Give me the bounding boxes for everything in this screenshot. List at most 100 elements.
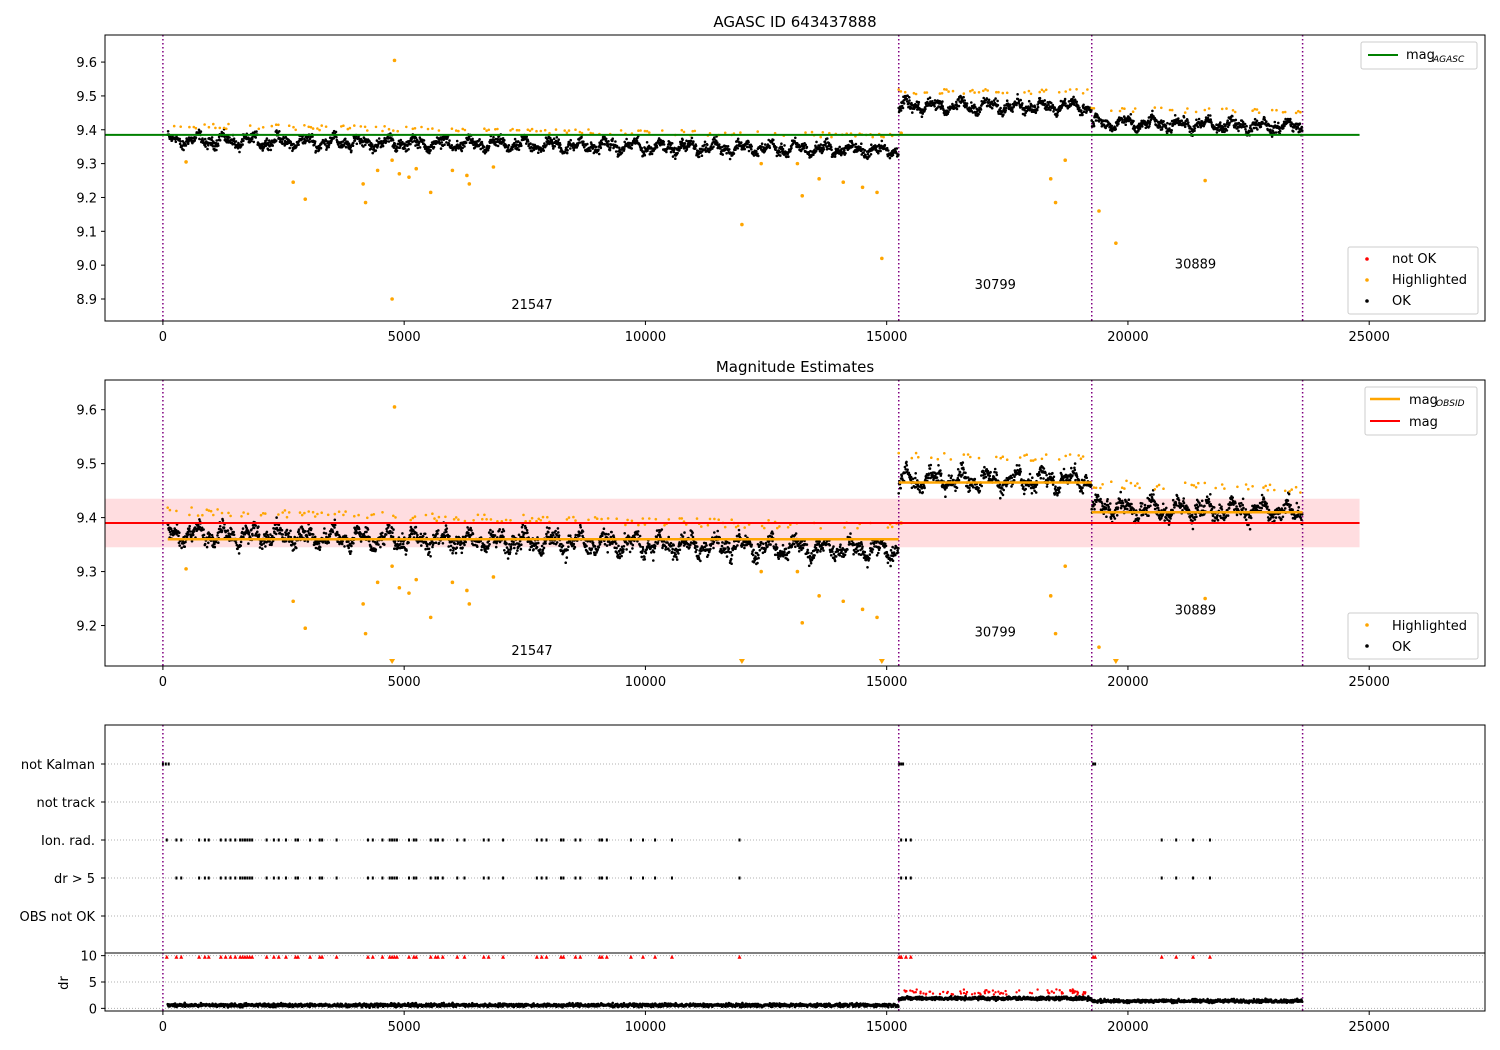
flag-point <box>1192 876 1195 880</box>
highlighted-point <box>841 180 846 185</box>
dr-offscale-marker <box>641 954 646 959</box>
highlighted-point <box>875 190 879 195</box>
dr-offscale-marker <box>435 954 440 959</box>
flag-point <box>243 838 246 842</box>
flag-point <box>388 876 391 880</box>
dr-offscale-marker <box>218 954 223 959</box>
y-tick-label: 9.6 <box>76 56 97 71</box>
flag-point <box>265 876 268 880</box>
obsid-label: 21547 <box>511 298 552 313</box>
flag-point <box>415 876 418 880</box>
dr-offscale-marker <box>501 954 506 959</box>
x-tick-label: 20000 <box>1107 1020 1148 1035</box>
flag-point <box>436 876 439 880</box>
y-tick-label: 9.2 <box>76 191 97 206</box>
panel-3-frame <box>104 724 1486 1012</box>
flag-point <box>502 876 505 880</box>
flag-point <box>203 876 206 880</box>
legend-ok-label: OK <box>1392 294 1411 309</box>
highlighted-point <box>1053 200 1058 205</box>
flag-point <box>487 838 490 842</box>
dr-offscale-marker <box>296 954 301 959</box>
flag-point <box>241 876 244 880</box>
flag-point <box>909 876 912 880</box>
legend-highlighted-label: Highlighted <box>1392 273 1467 288</box>
flag-point <box>366 876 369 880</box>
flag-point <box>429 838 432 842</box>
flag-point <box>265 838 268 842</box>
flag-point <box>241 838 244 842</box>
dr-not-ok-points <box>903 988 1087 996</box>
flag-point <box>198 838 201 842</box>
dr-offscale-marker <box>370 954 375 959</box>
obsid-label: 21547 <box>511 644 552 659</box>
highlighted-point <box>407 591 411 595</box>
flag-point <box>502 838 505 842</box>
dr-offscale-marker <box>308 954 313 959</box>
flag-point <box>297 876 300 880</box>
flag-point <box>909 838 912 842</box>
offscale-marker <box>1112 659 1119 664</box>
dr-offscale-marker <box>197 954 202 959</box>
dr-offscale-marker <box>202 954 207 959</box>
highlighted-point <box>759 161 764 166</box>
dr-offscale-marker <box>276 954 281 959</box>
flag-point <box>381 876 384 880</box>
dr-offscale-marker <box>737 954 742 959</box>
flag-point <box>412 876 415 880</box>
dr-offscale-marker <box>908 954 913 959</box>
highlighted-point <box>467 602 472 606</box>
flag-point <box>559 876 562 880</box>
flag-point <box>203 838 206 842</box>
panel-2-legend-bottom: Highlighted OK <box>1347 612 1479 660</box>
x-tick-label: 10000 <box>625 330 666 345</box>
flag-point <box>167 762 170 766</box>
highlighted-point <box>491 165 496 169</box>
dr-offscale-marker <box>223 954 228 959</box>
dr-offscale-marker <box>899 954 904 959</box>
flag-point <box>371 876 374 880</box>
highlighted-point <box>1063 564 1068 568</box>
highlighted-point <box>397 585 402 590</box>
x-tick-label: 20000 <box>1107 675 1148 690</box>
panel-1-frame <box>104 34 1486 322</box>
highlighted-point <box>1203 178 1207 183</box>
ok-points <box>166 93 1304 161</box>
dr-tick-label: 0 <box>89 1002 97 1017</box>
flag-point <box>371 838 374 842</box>
dr-offscale-marker <box>264 954 269 959</box>
flag-point <box>535 876 538 880</box>
obsid-label: 30889 <box>1175 258 1216 273</box>
flag-point <box>654 838 657 842</box>
flag-point <box>605 876 608 880</box>
flag-point <box>395 838 398 842</box>
flag-point <box>219 838 222 842</box>
flag-point <box>412 838 415 842</box>
flag-point <box>407 876 410 880</box>
dr-offscale-marker <box>365 954 370 959</box>
panel-2-plot-area: 21547 30799 30889 <box>105 380 1360 666</box>
x-tick-label: 15000 <box>866 1020 907 1035</box>
dr-offscale-marker <box>164 954 169 959</box>
legend-not-ok-label: not OK <box>1392 252 1437 267</box>
x-tick-label: 5000 <box>388 330 421 345</box>
offscale-marker <box>738 659 745 664</box>
highlighted-point <box>392 58 397 63</box>
flag-point <box>904 838 907 842</box>
highlighted-point <box>795 161 800 166</box>
flag-point <box>393 838 396 842</box>
flag-point <box>391 876 394 880</box>
panel-2-title: Magnitude Estimates <box>716 358 874 376</box>
highlighted-point <box>467 182 472 186</box>
flag-point <box>1208 838 1211 842</box>
dr-offscale-marker <box>462 954 467 959</box>
flag-point <box>482 838 485 842</box>
flag-point <box>284 876 287 880</box>
flag-point <box>239 838 242 842</box>
flag-point <box>180 838 183 842</box>
panel-3-plot-area <box>105 725 1485 1011</box>
dr-points <box>166 994 1304 1009</box>
y-tick-label: 9.0 <box>76 259 97 274</box>
highlighted-point <box>880 256 884 261</box>
